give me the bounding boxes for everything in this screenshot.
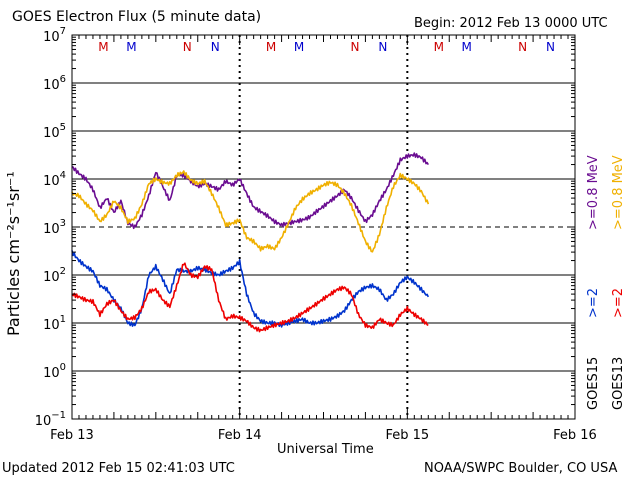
begin-timestamp: Begin: 2012 Feb 13 0000 UTC: [414, 16, 608, 31]
orbit-marker-2: N: [183, 40, 192, 54]
legend-goes15-label: GOES15: [586, 356, 601, 410]
orbit-marker-9: M: [462, 40, 472, 54]
orbit-marker-3: N: [211, 40, 220, 54]
chart-title: GOES Electron Flux (5 minute data): [12, 9, 262, 25]
orbit-marker-5: M: [294, 40, 304, 54]
series-line-1: [71, 170, 430, 253]
legend-goes15-08mev: >=0.8 MeV: [586, 155, 601, 230]
x-axis-label: Universal Time: [277, 442, 374, 457]
orbit-marker-0: M: [98, 40, 108, 54]
x-axis: Feb 13 Feb 14 Feb 15 Feb 16: [50, 35, 597, 443]
legend-goes13-label: GOES13: [611, 356, 626, 410]
y-tick-label-0: 107: [43, 26, 66, 45]
y-tick-label-4: 103: [43, 218, 66, 237]
legend-goes13-2mev: >=2: [611, 287, 626, 318]
y-axis: 107 106 105 104 103 102 101 100 10−1: [35, 26, 575, 429]
y-axis-label: Particles cm⁻²s⁻¹sr⁻¹: [4, 171, 23, 336]
series-lines: [71, 152, 430, 333]
legend-goes13-08mev: >=0.8 MeV: [611, 155, 626, 230]
series-line-3: [71, 262, 429, 333]
orbit-marker-11: N: [546, 40, 555, 54]
y-tick-label-5: 102: [43, 266, 66, 285]
day-boundaries: [238, 35, 409, 419]
orbit-marker-1: M: [126, 40, 136, 54]
orbit-marker-7: N: [378, 40, 387, 54]
legend-goes15-2mev: >=2: [586, 287, 601, 318]
y-tick-label-1: 106: [43, 74, 66, 93]
gridlines: [72, 82, 575, 372]
orbit-marker-4: M: [266, 40, 276, 54]
orbit-marker-8: M: [434, 40, 444, 54]
updated-timestamp: Updated 2012 Feb 15 02:41:03 UTC: [2, 461, 235, 476]
credit-text: NOAA/SWPC Boulder, CO USA: [424, 461, 618, 476]
x-tick-label-3: Feb 16: [553, 428, 597, 443]
series-line-0: [71, 152, 429, 230]
x-tick-label-0: Feb 13: [50, 428, 94, 443]
y-tick-label-6: 101: [43, 314, 66, 333]
y-tick-label-7: 100: [43, 362, 66, 381]
orbit-marker-6: N: [350, 40, 359, 54]
y-tick-label-8: 10−1: [35, 410, 66, 429]
orbit-marker-10: N: [518, 40, 527, 54]
series-line-2: [71, 250, 430, 328]
x-tick-label-2: Feb 15: [385, 428, 429, 443]
x-tick-label-1: Feb 14: [218, 428, 262, 443]
y-tick-label-3: 104: [43, 170, 66, 189]
y-tick-label-2: 105: [43, 122, 66, 141]
